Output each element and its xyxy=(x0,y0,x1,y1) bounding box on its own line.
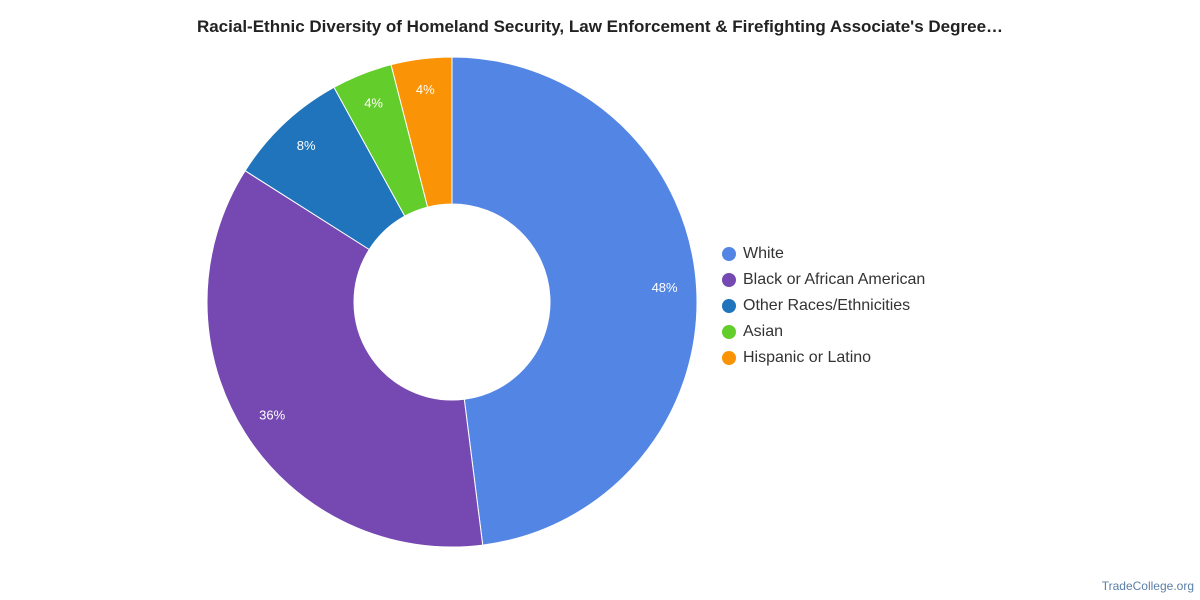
legend-swatch xyxy=(722,247,736,261)
legend-item-other-races-ethnicities[interactable]: Other Races/Ethnicities xyxy=(722,293,925,319)
chart-title: Racial-Ethnic Diversity of Homeland Secu… xyxy=(196,17,1004,36)
slices-group xyxy=(206,56,698,548)
legend-item-white[interactable]: White xyxy=(722,241,925,267)
slice-label-asian: 4% xyxy=(364,95,383,110)
slice-label-white: 48% xyxy=(652,280,678,295)
legend-label: Other Races/Ethnicities xyxy=(743,297,911,314)
legend-label: Asian xyxy=(743,323,784,340)
legend-swatch xyxy=(722,325,736,339)
slice-label-other-races-ethnicities: 8% xyxy=(297,138,316,153)
slice-label-hispanic-or-latino: 4% xyxy=(416,82,435,97)
legend-swatch xyxy=(722,351,736,365)
legend-label: White xyxy=(743,245,784,262)
slice-black-or-african-american[interactable] xyxy=(206,170,484,548)
slice-white[interactable] xyxy=(451,56,698,546)
legend-item-asian[interactable]: Asian xyxy=(722,319,925,345)
legend-label: Hispanic or Latino xyxy=(743,349,872,366)
source-link[interactable]: TradeCollege.org xyxy=(1101,579,1194,593)
legend-label: Black or African American xyxy=(743,271,926,288)
legend-item-hispanic-or-latino[interactable]: Hispanic or Latino xyxy=(722,345,925,371)
legend-item-black-or-african-american[interactable]: Black or African American xyxy=(722,267,925,293)
slice-label-black-or-african-american: 36% xyxy=(259,408,285,423)
slice-labels-group: 48% 36% 8% 4% 4% xyxy=(259,82,678,422)
slice-hispanic-or-latino[interactable] xyxy=(390,56,453,208)
legend-swatch xyxy=(722,273,736,287)
legend-swatch xyxy=(722,299,736,313)
legend: White Black or African American Other Race… xyxy=(722,241,925,371)
